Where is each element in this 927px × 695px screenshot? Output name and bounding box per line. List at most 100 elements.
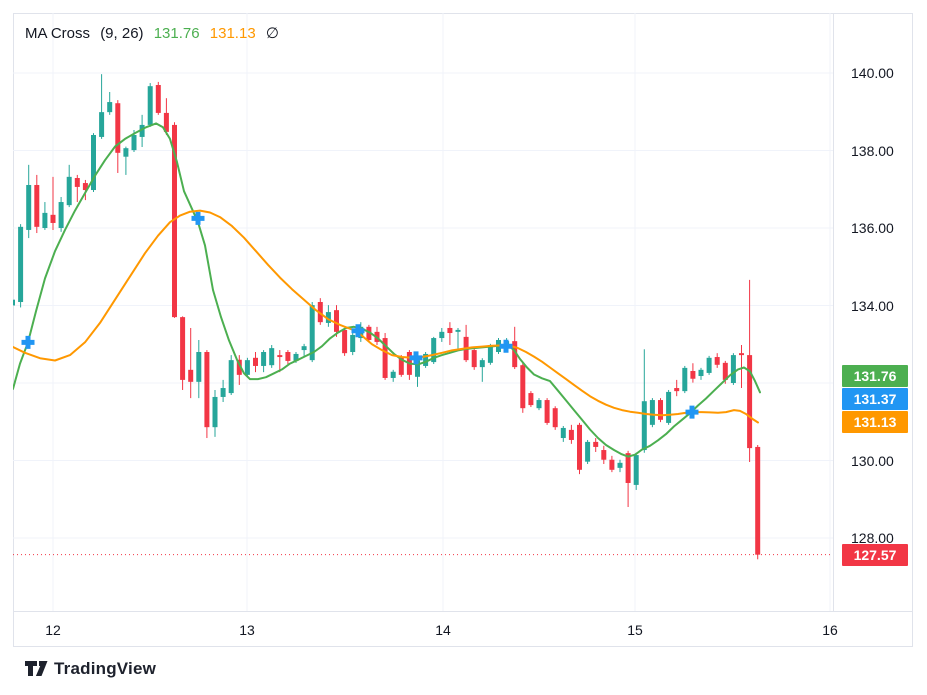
price-axis-separator <box>833 13 834 611</box>
indicator-legend[interactable]: MA Cross (9, 26) 131.76 131.13 ∅ <box>25 24 285 42</box>
candle-body <box>552 408 558 428</box>
candle-body <box>706 357 712 373</box>
tradingview-logo-text: TradingView <box>54 659 157 678</box>
price-axis-label: 140.00 <box>851 65 894 81</box>
candle-body <box>625 453 631 483</box>
candle-body <box>172 124 177 318</box>
candle-body <box>325 312 331 323</box>
candle-body <box>236 359 242 375</box>
candle-body <box>431 338 437 363</box>
tradingview-logo-icon <box>25 660 48 676</box>
candle-body <box>180 317 186 380</box>
candle-body <box>730 355 736 383</box>
candle-body <box>285 352 291 361</box>
candle-body <box>755 446 761 555</box>
candle-body <box>34 184 40 227</box>
candle-body <box>447 327 453 334</box>
candle-body <box>82 183 88 191</box>
candle-body <box>423 353 429 366</box>
cross-value: ∅ <box>265 25 279 42</box>
candle-body <box>577 424 582 470</box>
candle-body <box>439 331 445 339</box>
candle-body <box>682 367 688 392</box>
candle-body <box>253 357 258 366</box>
plot-area[interactable] <box>10 13 833 611</box>
candle-body <box>617 462 623 468</box>
candle-body <box>244 360 250 375</box>
candle-body <box>42 212 48 228</box>
candle-body <box>585 441 591 462</box>
candle-body <box>293 353 299 361</box>
candle-body <box>13 299 15 306</box>
candle-body <box>544 400 550 423</box>
candle-body <box>204 352 210 428</box>
ma-cross-marker[interactable] <box>685 405 699 419</box>
candle-body <box>196 352 202 382</box>
ma-cross-marker[interactable] <box>191 211 205 225</box>
candle-body <box>99 112 105 137</box>
candle-body <box>228 360 234 394</box>
candle-body <box>107 102 113 113</box>
candle-body <box>528 393 534 406</box>
candle-body <box>520 365 526 409</box>
candle-body <box>26 184 32 230</box>
candle-body <box>334 310 339 332</box>
ma-cross-marker[interactable] <box>499 339 513 353</box>
candle-body <box>415 360 420 377</box>
candle-body <box>722 362 728 380</box>
candle-body <box>66 176 72 206</box>
chart-widget <box>13 13 913 647</box>
ma-cross-marker[interactable] <box>351 324 365 338</box>
price-axis-label: 134.00 <box>851 297 894 314</box>
candle-body <box>455 329 461 332</box>
ma-line-ma9 <box>13 122 761 458</box>
candle-body <box>633 455 639 485</box>
candle-body <box>18 226 24 303</box>
candle-body <box>220 388 226 397</box>
time-axis-label: 13 <box>239 622 255 638</box>
candle-body <box>641 401 647 451</box>
tradingview-logo[interactable]: TradingView <box>24 659 156 679</box>
candle-body <box>147 86 153 125</box>
candle-body <box>301 346 307 351</box>
candle-body <box>479 360 485 368</box>
time-axis-separator <box>13 611 913 612</box>
candle-body <box>163 112 169 132</box>
price-badge: 127.57 <box>842 544 908 566</box>
candle-body <box>309 305 315 361</box>
candle-body <box>536 400 542 409</box>
candle-body <box>666 391 672 423</box>
candle-body <box>487 345 493 363</box>
candle-body <box>139 124 145 137</box>
indicator-title: MA Cross <box>25 25 91 42</box>
candle-body <box>512 341 518 368</box>
candle-body <box>568 429 574 440</box>
candle-body <box>714 357 720 365</box>
ma-line-ma26 <box>13 209 759 424</box>
indicator-params: (9, 26) <box>100 25 144 42</box>
candle-body <box>269 348 275 366</box>
candle-body <box>649 400 655 425</box>
candle-body <box>658 400 663 420</box>
candle-body <box>58 202 64 228</box>
candle-body <box>91 135 96 191</box>
ma-cross-marker[interactable] <box>409 351 423 365</box>
candle-body <box>366 326 372 340</box>
time-axis-label: 16 <box>822 622 838 638</box>
candle-body <box>471 350 477 368</box>
price-badge: 131.76 <box>842 365 908 387</box>
ma-slow-value: 131.13 <box>209 25 256 42</box>
time-axis-label: 12 <box>45 622 61 638</box>
candle-body <box>674 388 680 392</box>
candle-body <box>350 334 356 352</box>
candle-body <box>593 441 599 447</box>
candle-body <box>698 369 704 377</box>
candle-body <box>123 148 129 157</box>
candle-body <box>212 396 218 428</box>
candle-body <box>390 371 396 378</box>
candle-body <box>74 178 80 187</box>
ma-cross-marker[interactable] <box>21 335 35 349</box>
candle-body <box>261 352 267 366</box>
